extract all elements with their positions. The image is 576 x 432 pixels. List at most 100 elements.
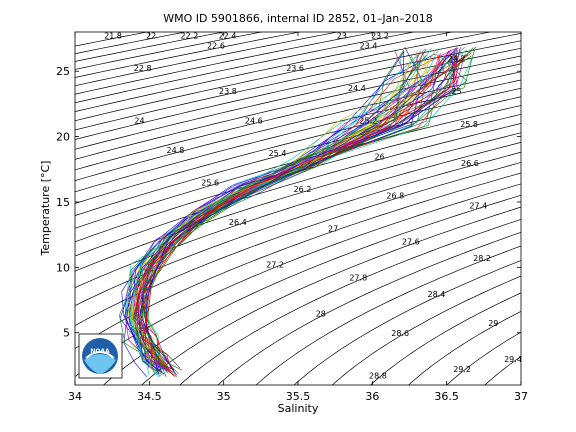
contour-label: 28.8 — [369, 372, 387, 381]
density-contour — [255, 245, 521, 385]
contour-label: 26.4 — [229, 218, 247, 227]
contour-label: 25.6 — [201, 179, 219, 188]
x-axis-ticks: 34 34.5 35 35.5 36 36.5 37 — [68, 32, 528, 403]
profile-line — [143, 53, 456, 369]
contour-label: 24 — [134, 117, 144, 126]
profile-line — [128, 56, 405, 377]
profile-line — [140, 54, 452, 378]
contour-label: 27.4 — [469, 202, 487, 211]
contour-label: 23.6 — [286, 64, 304, 73]
contour-label: 27.2 — [266, 260, 284, 269]
y-tick-label: 10 — [56, 261, 70, 274]
density-contour — [75, 79, 521, 193]
chart-title: WMO ID 5901866, internal ID 2852, 01–Jan… — [163, 12, 433, 25]
density-contour — [75, 113, 521, 243]
contour-label: 24.6 — [245, 117, 263, 126]
density-contours — [75, 32, 521, 385]
y-tick-label: 25 — [56, 65, 70, 78]
density-contour — [75, 32, 416, 104]
density-contour-labels: 21.8 22 22.2 22.422.6 22.8 23 23.223.4 23.6 23.8… — [104, 32, 522, 381]
density-contour — [75, 96, 521, 216]
density-contour — [75, 32, 492, 122]
x-axis-label: Salinity — [278, 402, 319, 415]
profile-line — [125, 51, 421, 372]
contour-label: 23.8 — [219, 87, 237, 96]
density-contour — [75, 105, 521, 229]
profile-line — [132, 53, 441, 371]
x-tick-label: 35 — [217, 390, 231, 403]
density-contour — [75, 40, 521, 140]
contour-label: 26.8 — [386, 192, 404, 201]
contour-label: 27.8 — [349, 273, 367, 282]
contour-label: 29.4 — [504, 355, 522, 364]
profile-lines — [119, 46, 477, 378]
y-tick-label: 20 — [56, 131, 70, 144]
contour-label: 29.2 — [453, 365, 471, 374]
x-tick-label: 37 — [514, 390, 528, 403]
density-contour — [103, 194, 521, 385]
density-contour — [217, 231, 521, 385]
contour-label: 25 — [452, 87, 462, 96]
y-axis-ticks: 5 10 15 20 25 — [56, 65, 521, 340]
noaa-logo: NOAA — [78, 333, 123, 379]
x-tick-label: 34.5 — [137, 390, 162, 403]
density-contour — [75, 32, 454, 112]
density-contour — [75, 55, 521, 160]
x-tick-label: 36 — [365, 390, 379, 403]
y-tick-label: 15 — [56, 196, 70, 209]
density-contour — [75, 132, 521, 272]
contour-label: 22.4 — [219, 32, 237, 41]
contour-label: 26.6 — [461, 159, 479, 168]
density-contour — [75, 33, 521, 131]
profile-line — [142, 52, 472, 369]
contour-label: 22.6 — [207, 41, 225, 50]
y-axis-label: Temperature [°C] — [39, 161, 52, 257]
contour-label: 22 — [146, 32, 156, 41]
density-contour — [75, 151, 521, 307]
density-contour — [179, 219, 521, 385]
logo-text: NOAA — [90, 348, 110, 355]
y-tick-label: 5 — [63, 327, 70, 340]
density-contour — [75, 47, 521, 150]
contour-label: 28.4 — [427, 290, 445, 299]
contour-label: 24.8 — [166, 146, 184, 155]
contour-label: 24.2 — [448, 54, 466, 63]
logo-gull — [85, 351, 115, 359]
x-tick-label: 34 — [68, 390, 82, 403]
contour-label: 28.2 — [473, 254, 491, 263]
contour-label: 26 — [375, 153, 385, 162]
contour-label: 25.8 — [460, 120, 478, 129]
contour-label: 24.4 — [348, 84, 366, 93]
density-contour — [369, 292, 521, 385]
contour-label: 25.4 — [269, 149, 287, 158]
density-contour — [75, 142, 521, 289]
contour-label: 23.2 — [371, 32, 389, 41]
contour-label: 28 — [316, 309, 326, 318]
contour-label: 23 — [337, 32, 347, 41]
contour-label: 26.2 — [294, 185, 312, 194]
density-contour — [293, 260, 521, 385]
contour-label: 27 — [328, 224, 338, 233]
density-contour — [75, 32, 378, 95]
contour-label: 21.8 — [104, 32, 122, 41]
contour-label: 27.6 — [402, 238, 420, 247]
profile-line — [142, 49, 459, 376]
logo-wave — [84, 354, 116, 374]
density-contour — [408, 310, 521, 385]
density-contour — [75, 162, 521, 327]
profile-line — [134, 48, 457, 378]
density-contour — [75, 63, 521, 171]
x-tick-label: 36.5 — [434, 390, 459, 403]
contour-label: 28.6 — [391, 329, 409, 338]
contour-label: 22.8 — [134, 64, 152, 73]
contour-label: 25.2 — [359, 117, 377, 126]
profile-line — [130, 48, 432, 370]
density-contour — [141, 206, 521, 385]
density-contour — [75, 172, 521, 350]
x-tick-label: 35.5 — [286, 390, 311, 403]
profile-line — [141, 47, 474, 369]
contour-label: 29 — [488, 319, 498, 328]
contour-label: 22.2 — [180, 32, 198, 41]
density-contour — [331, 275, 521, 385]
